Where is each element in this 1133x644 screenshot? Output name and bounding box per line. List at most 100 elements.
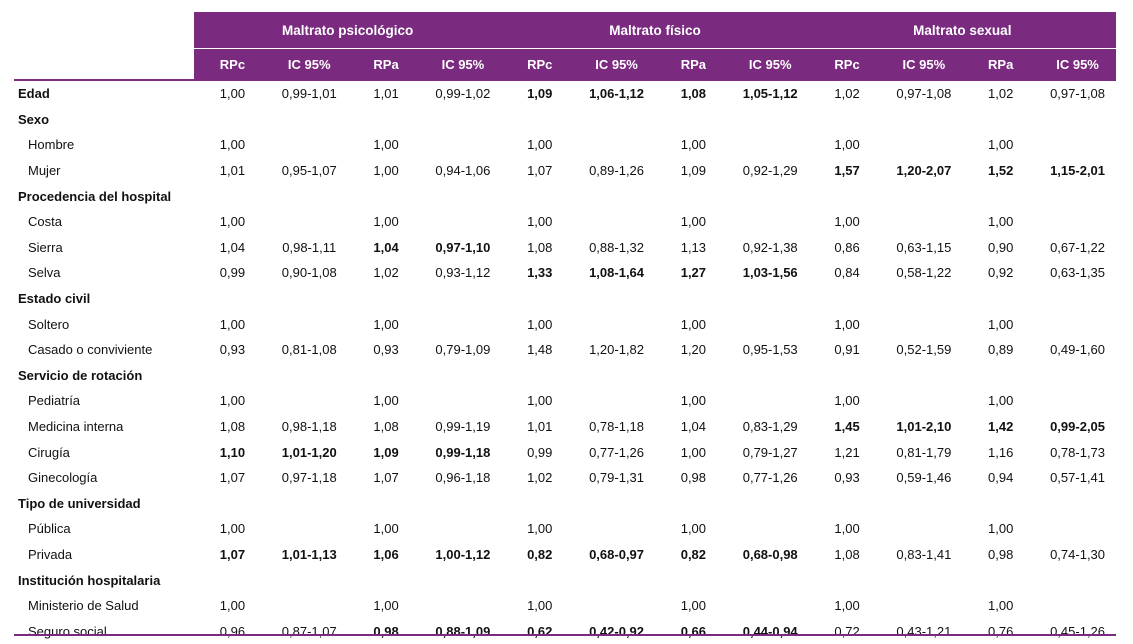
table-cell: 0,89	[988, 342, 1014, 358]
table-cell: 1,00	[373, 393, 399, 409]
table-cell: 1,33	[527, 265, 553, 281]
table-cell: 1,08-1,64	[589, 265, 645, 281]
table-cell	[348, 183, 425, 209]
table-cell	[424, 491, 501, 517]
header-blank	[14, 48, 194, 80]
table-cell	[578, 209, 655, 235]
table-cell: 1,00	[680, 521, 707, 537]
table-cell: 0,89-1,26	[589, 163, 645, 179]
table-cell: 1,00	[834, 316, 860, 332]
table-cell: 0,97-1,08	[1039, 79, 1116, 107]
table-cell: 1,01-1,20	[281, 444, 337, 460]
table-cell	[732, 516, 809, 542]
table-cell	[1039, 516, 1116, 542]
table-cell: 0,52-1,59	[896, 342, 952, 358]
table-cell: 0,59-1,46	[896, 470, 952, 486]
table-cell	[1039, 286, 1116, 312]
section-label: Estado civil	[18, 291, 91, 307]
table-cell	[501, 567, 578, 593]
table-cell	[271, 567, 348, 593]
table-cell	[501, 107, 578, 133]
table-cell: 1,42	[988, 419, 1014, 435]
table-cell: 0,99-1,02	[424, 79, 502, 107]
table-cell: 1,08	[834, 546, 860, 562]
table-cell: 1,07	[219, 470, 246, 486]
table-cell	[578, 593, 655, 619]
table-cell	[732, 286, 809, 312]
table-cell	[885, 491, 962, 517]
table-cell: 0,97-1,08	[885, 79, 963, 107]
table-cell	[655, 183, 732, 209]
table-cell: 0,86	[834, 239, 860, 255]
table-cell: 1,52	[988, 163, 1014, 179]
section-label: Servicio de rotación	[18, 367, 143, 383]
table-cell	[271, 516, 348, 542]
table-cell: 1,00	[373, 316, 399, 332]
table-cell: 0,88-1,09	[435, 623, 491, 639]
table-cell	[962, 107, 1039, 133]
table-cell	[732, 567, 809, 593]
table-cell: 0,82	[680, 546, 707, 562]
table-cell	[578, 491, 655, 517]
column-header: RPc	[501, 48, 579, 80]
table-cell	[348, 107, 425, 133]
table-cell	[578, 567, 655, 593]
table-cell: 0,99-1,01	[270, 79, 348, 107]
table-row: Selva 0,99 0,90-1,08 1,02 0,93-1,12 1,33 1,08-…	[14, 260, 1116, 286]
table-cell	[424, 363, 501, 389]
table-cell: 0,99-1,18	[435, 444, 491, 460]
table-cell: 0,99-1,19	[435, 419, 491, 435]
table-cell	[578, 107, 655, 133]
table-cell: 0,93	[834, 470, 860, 486]
table-cell	[885, 388, 962, 414]
table-cell	[271, 209, 348, 235]
table-cell	[1039, 183, 1116, 209]
table-cell: 0,74-1,30	[1050, 546, 1106, 562]
table-cell: 1,04	[680, 419, 707, 435]
table-cell	[501, 183, 578, 209]
table-cell	[809, 491, 886, 517]
table-cell: 1,10	[219, 444, 246, 460]
table-cell: 1,00	[680, 137, 707, 153]
table-cell	[732, 183, 809, 209]
table-cell	[732, 132, 809, 158]
table-cell: 0,68-0,97	[589, 546, 645, 562]
table-cell	[424, 286, 501, 312]
table-cell: 1,27	[680, 265, 707, 281]
table-cell	[962, 567, 1039, 593]
table-cell: 1,00	[988, 393, 1014, 409]
column-header: RPc	[808, 48, 886, 80]
table-row: Privada 1,07 1,01-1,13 1,06 1,00-1,12 0,82 0,6…	[14, 542, 1116, 568]
table-cell	[962, 491, 1039, 517]
section-row: Tipo de universidad	[14, 491, 1116, 517]
table-cell: 1,09	[373, 444, 399, 460]
table-cell	[424, 183, 501, 209]
table-cell: 1,15-2,01	[1050, 163, 1106, 179]
table-cell	[962, 363, 1039, 389]
table-cell: 0,79-1,27	[742, 444, 798, 460]
table-cell: 1,09	[501, 79, 579, 107]
row-label: Ministerio de Salud	[28, 598, 139, 614]
table-cell	[655, 567, 732, 593]
section-label: Edad	[14, 79, 194, 107]
table-cell	[578, 363, 655, 389]
table-cell: 0,66	[680, 623, 707, 639]
table-cell: 1,48	[527, 342, 553, 358]
table-cell	[578, 132, 655, 158]
table-cell: 1,06	[373, 546, 399, 562]
table-cell: 0,90-1,08	[281, 265, 337, 281]
table-cell	[578, 516, 655, 542]
table-cell	[578, 286, 655, 312]
table-cell: 1,00	[219, 598, 246, 614]
table-cell: 1,04	[219, 239, 246, 255]
column-header: RPa	[347, 48, 425, 80]
table-cell: 1,21	[834, 444, 860, 460]
table-cell: 1,00	[834, 393, 860, 409]
table-cell	[655, 363, 732, 389]
table-cell: 1,04	[373, 239, 399, 255]
table-cell: 1,02	[527, 470, 553, 486]
table-cell: 1,00	[219, 214, 246, 230]
table-cell: 0,99-2,05	[1050, 419, 1106, 435]
row-label: Cirugía	[28, 444, 70, 460]
table-cell: 1,20-1,82	[589, 342, 645, 358]
